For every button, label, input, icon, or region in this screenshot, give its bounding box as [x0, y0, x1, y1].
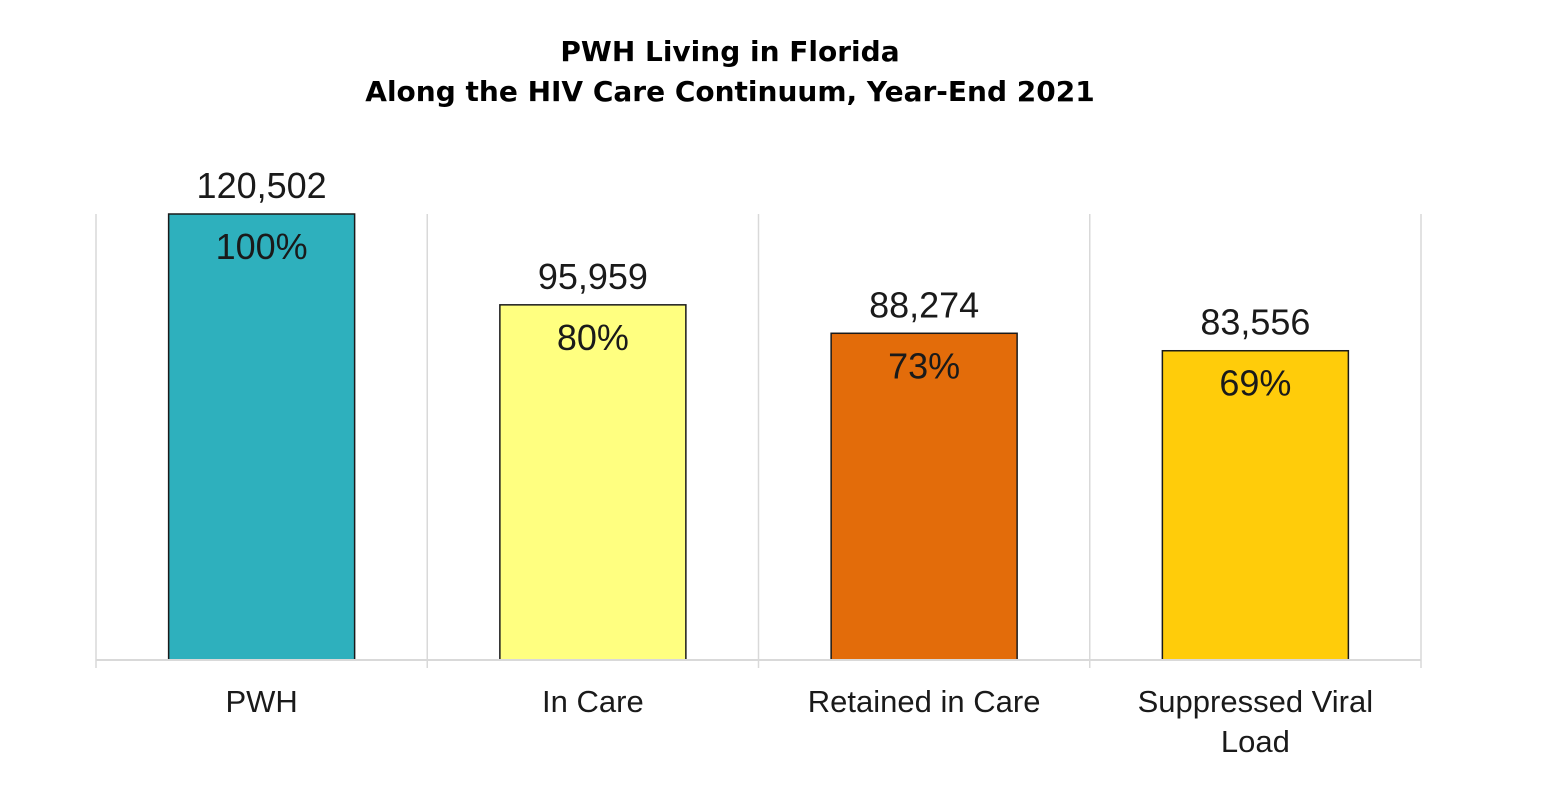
category-label-line: Retained in Care — [808, 684, 1041, 719]
bar-percent-label: 100% — [216, 226, 308, 267]
bar-value-label: 95,959 — [538, 256, 648, 297]
bar-pwh — [167, 213, 356, 661]
bar-suppressed-viral-load — [1161, 349, 1350, 661]
category-label: Suppressed Viral Load — [1138, 684, 1374, 759]
chart-title-block: PWH Living in Florida Along the HIV Care… — [0, 32, 1460, 112]
bar-value-label: 88,274 — [869, 284, 979, 325]
category-label-line: PWH — [225, 684, 297, 719]
category-label: In Care — [542, 684, 644, 719]
category-label: Retained in Care — [808, 684, 1041, 719]
category-label: PWH — [225, 684, 297, 719]
bar-retained-in-care — [830, 332, 1018, 661]
bar-percent-label: 69% — [1219, 363, 1291, 404]
bar-value-label: 120,502 — [197, 165, 327, 206]
chart-title: PWH Living in Florida — [560, 35, 900, 68]
bar-in-care — [499, 304, 687, 661]
bar-percent-label: 80% — [557, 317, 629, 358]
category-label-line: Load — [1221, 724, 1290, 759]
bar-value-label: 83,556 — [1200, 302, 1310, 343]
chart-subtitle: Along the HIV Care Continuum, Year-End 2… — [365, 75, 1095, 108]
bar-percent-label: 73% — [888, 345, 960, 386]
category-label-line: In Care — [542, 684, 644, 719]
category-label-line: Suppressed Viral — [1138, 684, 1374, 719]
